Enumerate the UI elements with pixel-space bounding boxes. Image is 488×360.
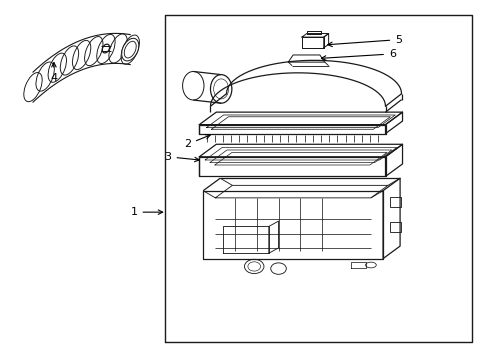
- Text: 3: 3: [164, 152, 199, 162]
- Text: 6: 6: [321, 49, 395, 60]
- Text: 2: 2: [183, 135, 210, 149]
- Text: 5: 5: [327, 35, 402, 46]
- Text: 1: 1: [130, 207, 163, 217]
- Text: 4: 4: [50, 63, 58, 83]
- Ellipse shape: [122, 38, 139, 61]
